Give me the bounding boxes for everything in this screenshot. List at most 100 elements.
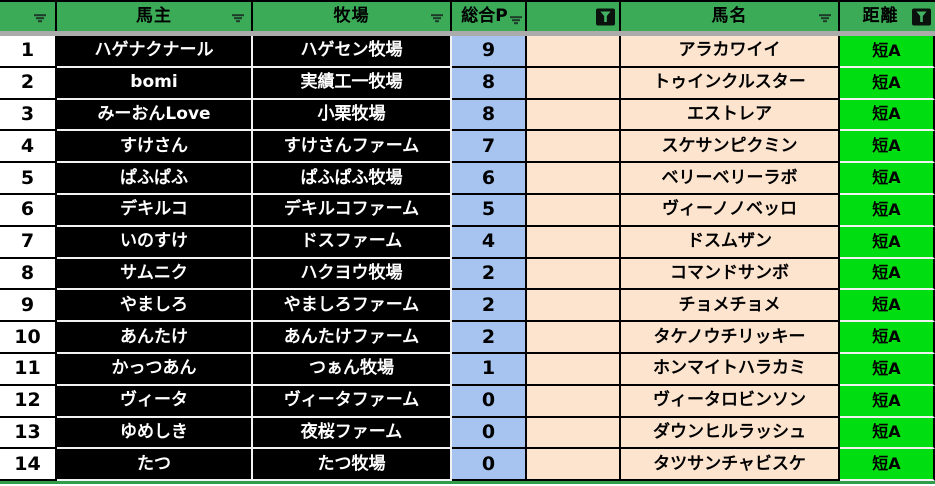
cell-owner[interactable]: あんたけ	[57, 322, 253, 354]
filter-dropdown-icon[interactable]	[818, 13, 832, 23]
cell-ranch[interactable]: ヴィータファーム	[253, 385, 452, 418]
cell-name[interactable]: ヴィータロビンソン	[621, 385, 840, 418]
cell-name[interactable]: エストレア	[621, 99, 840, 132]
cell-blank[interactable]	[527, 131, 621, 164]
cell-num[interactable]: 14	[0, 449, 57, 482]
cell-points[interactable]: 6	[452, 163, 527, 195]
filter-active-funnel-icon[interactable]	[596, 8, 615, 25]
cell-distance[interactable]: 短A	[840, 385, 935, 418]
cell-distance[interactable]: 短A	[840, 226, 935, 259]
cell-points[interactable]: 4	[452, 226, 527, 259]
cell-points[interactable]: 8	[452, 67, 527, 100]
cell-blank[interactable]	[527, 194, 621, 227]
cell-name[interactable]: タツサンチャビスケ	[621, 449, 840, 482]
cell-name[interactable]: ヴィーノノベッロ	[621, 194, 840, 227]
cell-owner[interactable]: デキルコ	[57, 194, 253, 227]
filter-dropdown-icon[interactable]	[509, 16, 523, 26]
cell-owner[interactable]: やましろ	[57, 290, 253, 323]
cell-points[interactable]: 7	[452, 131, 527, 164]
cell-points[interactable]: 0	[452, 385, 527, 418]
cell-distance[interactable]: 短A	[840, 36, 935, 68]
cell-points[interactable]: 8	[452, 99, 527, 132]
cell-blank[interactable]	[527, 385, 621, 418]
cell-num[interactable]: 11	[0, 353, 57, 386]
cell-num[interactable]: 10	[0, 322, 57, 354]
cell-name[interactable]: タケノウチリッキー	[621, 322, 840, 354]
cell-ranch[interactable]: つぁん牧場	[253, 353, 452, 386]
cell-num[interactable]: 4	[0, 131, 57, 164]
column-header-name[interactable]: 馬名	[621, 2, 840, 31]
cell-owner[interactable]: ぱふぱふ	[57, 163, 253, 195]
cell-num[interactable]: 5	[0, 163, 57, 195]
cell-points[interactable]: 2	[452, 322, 527, 354]
cell-ranch[interactable]: すけさんファーム	[253, 131, 452, 164]
cell-points[interactable]: 1	[452, 353, 527, 386]
cell-owner[interactable]: サムニク	[57, 258, 253, 291]
cell-distance[interactable]: 短A	[840, 353, 935, 386]
cell-distance[interactable]: 短A	[840, 67, 935, 100]
cell-points[interactable]: 2	[452, 258, 527, 291]
cell-ranch[interactable]: あんたけファーム	[253, 322, 452, 354]
cell-distance[interactable]: 短A	[840, 322, 935, 354]
cell-name[interactable]: ベリーベリーラボ	[621, 163, 840, 195]
cell-ranch[interactable]: 小栗牧場	[253, 99, 452, 132]
cell-name[interactable]: コマンドサンボ	[621, 258, 840, 291]
cell-name[interactable]: ドスムザン	[621, 226, 840, 259]
cell-points[interactable]: 5	[452, 194, 527, 227]
cell-points[interactable]: 0	[452, 449, 527, 482]
cell-blank[interactable]	[527, 226, 621, 259]
cell-blank[interactable]	[527, 290, 621, 323]
column-header-owner[interactable]: 馬主	[57, 2, 253, 31]
cell-num[interactable]: 8	[0, 258, 57, 291]
cell-blank[interactable]	[527, 258, 621, 291]
cell-ranch[interactable]: デキルコファーム	[253, 194, 452, 227]
cell-owner[interactable]: かっつあん	[57, 353, 253, 386]
cell-ranch[interactable]: ドスファーム	[253, 226, 452, 259]
cell-name[interactable]: チョメチョメ	[621, 290, 840, 323]
cell-ranch[interactable]: ぱふぱふ牧場	[253, 163, 452, 195]
cell-distance[interactable]: 短A	[840, 99, 935, 132]
cell-owner[interactable]: ハゲナクナール	[57, 36, 253, 68]
cell-points[interactable]: 2	[452, 290, 527, 323]
cell-blank[interactable]	[527, 417, 621, 450]
cell-ranch[interactable]: ハクヨウ牧場	[253, 258, 452, 291]
cell-owner[interactable]: ゆめしき	[57, 417, 253, 450]
cell-distance[interactable]: 短A	[840, 258, 935, 291]
column-header-points[interactable]: 総合P	[452, 2, 527, 31]
cell-points[interactable]: 9	[452, 36, 527, 68]
cell-num[interactable]: 2	[0, 67, 57, 100]
cell-blank[interactable]	[527, 36, 621, 68]
cell-distance[interactable]: 短A	[840, 417, 935, 450]
cell-owner[interactable]: いのすけ	[57, 226, 253, 259]
cell-owner[interactable]: たつ	[57, 449, 253, 482]
cell-owner[interactable]: ヴィータ	[57, 385, 253, 418]
cell-ranch[interactable]: ハゲセン牧場	[253, 36, 452, 68]
cell-distance[interactable]: 短A	[840, 290, 935, 323]
cell-ranch[interactable]: やましろファーム	[253, 290, 452, 323]
column-header-blank[interactable]	[527, 2, 621, 31]
cell-num[interactable]: 9	[0, 290, 57, 323]
cell-name[interactable]: スケサンピクミン	[621, 131, 840, 164]
cell-blank[interactable]	[527, 353, 621, 386]
column-header-num[interactable]	[0, 2, 57, 31]
cell-name[interactable]: ダウンヒルラッシュ	[621, 417, 840, 450]
cell-owner[interactable]: みーおんLove	[57, 99, 253, 132]
cell-distance[interactable]: 短A	[840, 163, 935, 195]
cell-num[interactable]: 3	[0, 99, 57, 132]
cell-distance[interactable]: 短A	[840, 131, 935, 164]
cell-blank[interactable]	[527, 163, 621, 195]
cell-num[interactable]: 1	[0, 36, 57, 68]
cell-distance[interactable]: 短A	[840, 449, 935, 482]
filter-dropdown-icon[interactable]	[33, 13, 47, 23]
cell-ranch[interactable]: たつ牧場	[253, 449, 452, 482]
cell-distance[interactable]: 短A	[840, 194, 935, 227]
cell-num[interactable]: 13	[0, 417, 57, 450]
cell-ranch[interactable]: 実績工一牧場	[253, 67, 452, 100]
filter-active-funnel-icon[interactable]	[912, 8, 931, 25]
cell-num[interactable]: 6	[0, 194, 57, 227]
cell-name[interactable]: アラカワイイ	[621, 36, 840, 68]
cell-name[interactable]: トゥインクルスター	[621, 67, 840, 100]
cell-blank[interactable]	[527, 67, 621, 100]
cell-owner[interactable]: すけさん	[57, 131, 253, 164]
cell-num[interactable]: 7	[0, 226, 57, 259]
